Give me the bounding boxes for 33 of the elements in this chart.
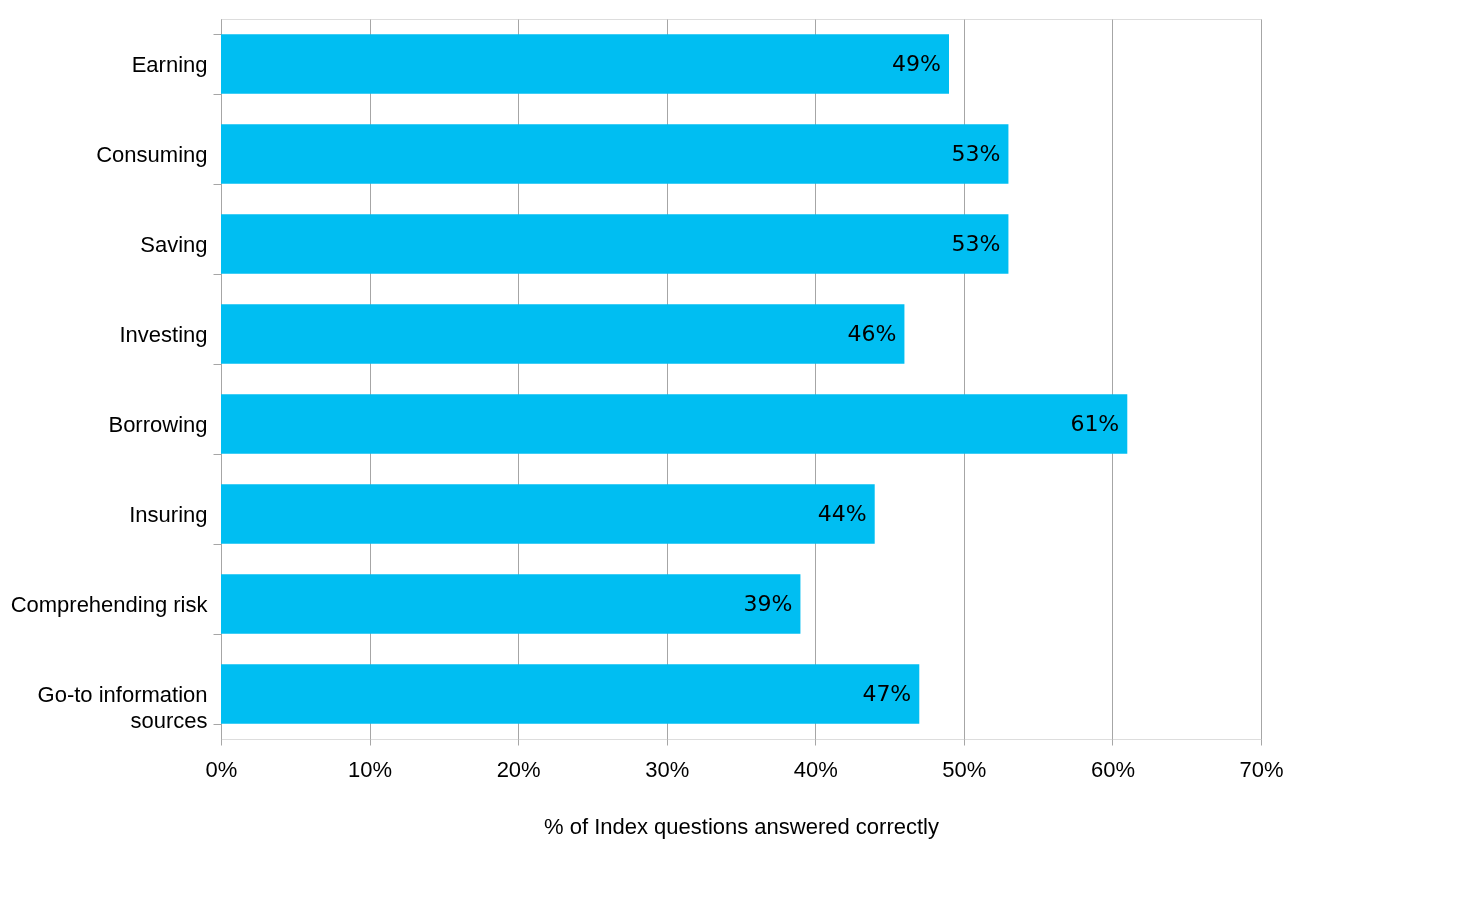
bar [221,394,1128,454]
x-tick-label: 20% [496,756,541,782]
bar [221,664,920,724]
y-tick-label: Go-to information sources [37,681,208,733]
x-tick-label: 50% [942,756,987,782]
y-tick-label: Saving [140,231,208,257]
bar [221,484,875,544]
bar [221,124,1009,184]
bar [221,214,1009,274]
y-tick-label: Insuring [129,501,208,527]
x-tick-label: 70% [1239,756,1284,782]
data-label: 53% [951,231,1001,256]
data-label: 53% [951,141,1001,166]
data-label: 46% [847,321,897,346]
y-tick-label: Consuming [96,141,208,167]
data-label: 61% [1070,411,1120,436]
bar [221,574,801,634]
x-tick-label: 60% [1090,756,1135,782]
data-label: 44% [817,501,867,526]
data-label: 47% [862,681,912,706]
y-tick-label: Investing [119,321,208,347]
x-tick-label: 40% [793,756,838,782]
x-tick-label: 10% [348,756,393,782]
data-label: 39% [743,591,793,616]
bar [221,34,949,94]
y-tick-label: Earning [131,51,208,77]
x-tick-label: 0% [205,756,238,782]
y-tick-label: Comprehending risk [10,591,209,617]
bar [221,304,905,364]
data-label: 49% [892,51,941,76]
x-tick-label: 30% [645,756,690,782]
x-axis-title: % of Index questions answered correctly [544,813,939,839]
y-tick-label: Borrowing [108,411,208,437]
